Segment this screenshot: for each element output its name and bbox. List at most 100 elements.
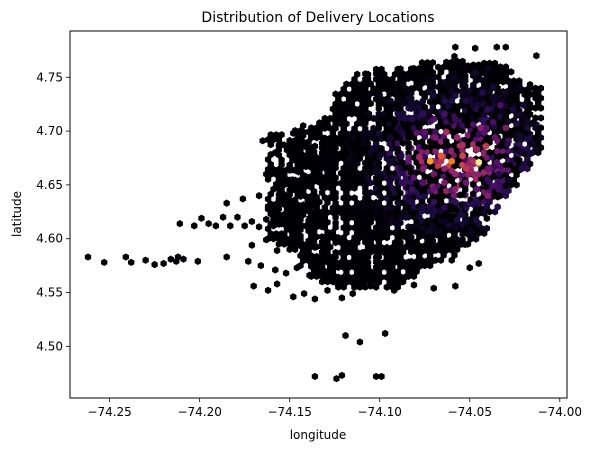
- hex-bin: [223, 199, 230, 207]
- hex-bin: [248, 241, 256, 249]
- hex-bin: [421, 128, 428, 136]
- hex-bin: [342, 331, 349, 340]
- hex-bin: [421, 172, 428, 181]
- hex-bin: [281, 190, 288, 199]
- hex-bin: [466, 264, 473, 272]
- hex-bin: [481, 119, 488, 127]
- hex-bin: [484, 105, 491, 114]
- hex-bin: [441, 179, 448, 187]
- hex-bin: [405, 223, 412, 231]
- hex-bin: [441, 97, 448, 105]
- hex-bin: [286, 136, 293, 145]
- hex-bin: [426, 127, 434, 136]
- hex-bin: [281, 141, 288, 149]
- hex-bin: [340, 263, 347, 271]
- hex-bin: [419, 179, 427, 187]
- hex-bin: [302, 172, 310, 181]
- hex-bin: [410, 64, 418, 73]
- hex-bin: [416, 153, 423, 161]
- hex-bin: [493, 158, 500, 166]
- hex-bin: [257, 261, 265, 270]
- x-tick-label: −74.05: [448, 405, 492, 419]
- hex-bin: [270, 222, 277, 230]
- hex-bin: [351, 204, 358, 212]
- hex-bin: [533, 103, 540, 112]
- y-tick-label: 4.55: [36, 286, 63, 300]
- hex-bin: [320, 267, 328, 275]
- hex-bin: [462, 179, 470, 187]
- hex-bin: [452, 185, 459, 193]
- hex-bin: [160, 259, 167, 268]
- hex-bin: [399, 258, 407, 266]
- hex-bin: [421, 103, 428, 111]
- hex-bin: [399, 159, 407, 167]
- hex-bin: [441, 110, 448, 118]
- hex-bin: [453, 133, 461, 142]
- hex-bin: [376, 170, 383, 178]
- hex-bin: [306, 214, 313, 222]
- hex-bin: [174, 253, 182, 261]
- hex-bin: [367, 198, 374, 207]
- hex-bin: [399, 70, 407, 78]
- hex-bin: [345, 224, 353, 232]
- hex-bin: [338, 294, 346, 302]
- hex-bin: [390, 286, 398, 295]
- hex-bin: [502, 63, 509, 71]
- hex-bin: [295, 168, 302, 176]
- hex-bin: [459, 62, 466, 70]
- y-tick-label: 4.70: [36, 124, 63, 138]
- hex-bin: [362, 189, 369, 197]
- hex-bin: [437, 117, 445, 126]
- hex-bin: [408, 198, 416, 206]
- hex-bin: [263, 236, 270, 244]
- hex-bin: [405, 157, 412, 165]
- hex-bin: [372, 144, 380, 153]
- hex-bin: [429, 58, 437, 67]
- hex-bin: [367, 179, 374, 187]
- hex-bin: [475, 61, 482, 69]
- hex-bin: [441, 217, 448, 226]
- hex-bin: [264, 286, 272, 295]
- hex-bin: [452, 115, 459, 123]
- hex-bin: [490, 118, 497, 127]
- hex-bin: [349, 289, 356, 298]
- hex-bin: [462, 165, 470, 173]
- hex-bin: [332, 248, 339, 257]
- hex-bin: [493, 43, 500, 51]
- hex-bin: [345, 273, 353, 281]
- hex-bin: [332, 219, 339, 227]
- hex-bin: [263, 215, 270, 223]
- hex-bin: [277, 217, 284, 226]
- hex-bin: [452, 91, 459, 100]
- hex-bin: [477, 124, 484, 132]
- hex-bin: [351, 194, 358, 202]
- hex-bin: [297, 242, 304, 250]
- hex-bin: [282, 269, 290, 277]
- hex-bin: [513, 119, 520, 128]
- hex-bin: [495, 185, 502, 193]
- hex-bin: [151, 260, 158, 269]
- hex-bin: [443, 128, 450, 136]
- hex-bin: [324, 286, 331, 295]
- hex-bin: [410, 281, 418, 289]
- hex-bin: [286, 196, 293, 204]
- hex-bin: [517, 147, 524, 156]
- hex-bin: [459, 141, 466, 149]
- hex-bin: [389, 115, 396, 123]
- y-tick-label: 4.50: [36, 339, 63, 353]
- hex-bin: [448, 216, 455, 224]
- hex-bin: [426, 157, 434, 165]
- x-axis: −74.25 −74.20 −74.15 −74.10 −74.05 −74.00: [87, 398, 582, 419]
- y-tick-label: 4.65: [36, 178, 63, 192]
- hex-bin: [432, 256, 439, 264]
- hex-bin: [472, 44, 479, 52]
- hex-bin: [470, 110, 477, 119]
- hex-bin: [288, 144, 295, 152]
- hex-bin: [441, 79, 448, 87]
- hex-bin: [419, 97, 427, 105]
- hex-bin: [351, 105, 358, 113]
- hex-bin: [437, 226, 445, 235]
- hex-bin: [311, 372, 319, 381]
- hex-bin: [475, 259, 482, 268]
